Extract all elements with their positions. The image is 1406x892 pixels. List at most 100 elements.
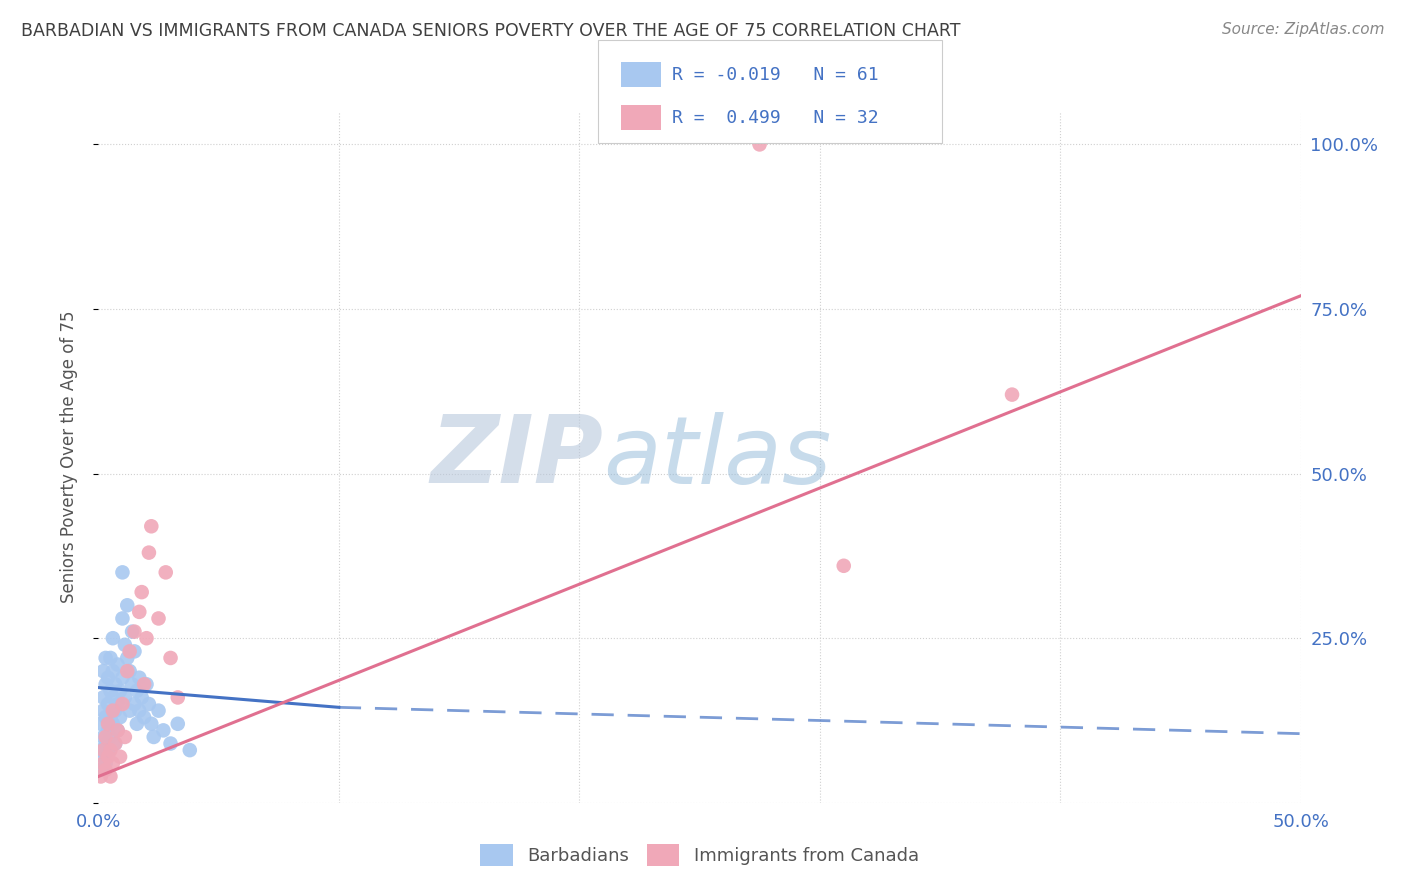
Point [148,611,170,625]
Point [107,723,129,738]
Point [1001,387,1024,401]
Point [159,737,181,751]
Point [142,730,165,744]
Point [108,749,131,764]
Point [94,710,117,724]
Point [114,690,136,705]
Point [121,624,143,639]
Point [132,710,155,724]
Point [100,684,122,698]
Point [101,704,124,718]
Point [97,716,120,731]
Point [108,684,131,698]
Point [97,743,120,757]
Point [132,677,155,691]
Point [125,684,148,698]
Point [155,566,177,580]
Point [166,716,188,731]
Point [128,605,150,619]
Text: R = -0.019   N = 61: R = -0.019 N = 61 [672,66,879,84]
Point [107,657,129,672]
Point [135,677,157,691]
Point [138,546,160,560]
Point [101,631,124,645]
Point [128,671,150,685]
Point [114,638,136,652]
Point [91,749,114,764]
Point [94,737,117,751]
Point [118,704,141,718]
Point [114,730,136,744]
Text: Source: ZipAtlas.com: Source: ZipAtlas.com [1222,22,1385,37]
Point [111,671,134,685]
Point [117,651,139,665]
Point [131,585,153,599]
Point [118,664,141,678]
Point [107,697,129,711]
Point [104,737,127,751]
Point [148,704,170,718]
Point [94,730,117,744]
Point [104,737,127,751]
Point [91,743,114,757]
Point [159,651,181,665]
Point [104,677,127,691]
Point [100,769,122,783]
Point [108,710,131,724]
Point [91,664,114,678]
Point [111,697,134,711]
Point [100,730,122,744]
Point [97,723,120,738]
Point [138,697,160,711]
Point [111,566,134,580]
Point [91,730,114,744]
Text: ZIP: ZIP [430,411,603,503]
Point [121,677,143,691]
Point [90,769,112,783]
Point [131,690,153,705]
Point [100,710,122,724]
Point [124,644,146,658]
Point [104,704,127,718]
Point [100,651,122,665]
Point [97,671,120,685]
Point [117,599,139,613]
Point [101,716,124,731]
Point [135,631,157,645]
Point [128,704,150,718]
Point [166,690,188,705]
Point [101,664,124,678]
Point [179,743,201,757]
Point [101,690,124,705]
Point [90,716,112,731]
Point [124,697,146,711]
Legend: Barbadians, Immigrants from Canada: Barbadians, Immigrants from Canada [472,837,927,873]
Point [91,690,114,705]
Text: R =  0.499   N = 32: R = 0.499 N = 32 [672,109,879,127]
Point [748,137,770,152]
Point [118,644,141,658]
Point [94,763,117,777]
Point [124,624,146,639]
Point [125,716,148,731]
Y-axis label: Seniors Poverty Over the Age of 75: Seniors Poverty Over the Age of 75 [59,311,77,603]
Point [117,664,139,678]
Point [91,704,114,718]
Point [90,743,112,757]
Point [152,723,174,738]
Point [111,611,134,625]
Point [141,519,163,533]
Text: atlas: atlas [603,411,831,503]
Point [107,723,129,738]
Point [94,677,117,691]
Point [90,763,112,777]
Point [97,697,120,711]
Text: BARBADIAN VS IMMIGRANTS FROM CANADA SENIORS POVERTY OVER THE AGE OF 75 CORRELATI: BARBADIAN VS IMMIGRANTS FROM CANADA SENI… [21,22,960,40]
Point [91,756,114,771]
Point [101,756,124,771]
Point [94,651,117,665]
Point [100,743,122,757]
Point [832,558,855,573]
Point [94,756,117,771]
Point [97,749,120,764]
